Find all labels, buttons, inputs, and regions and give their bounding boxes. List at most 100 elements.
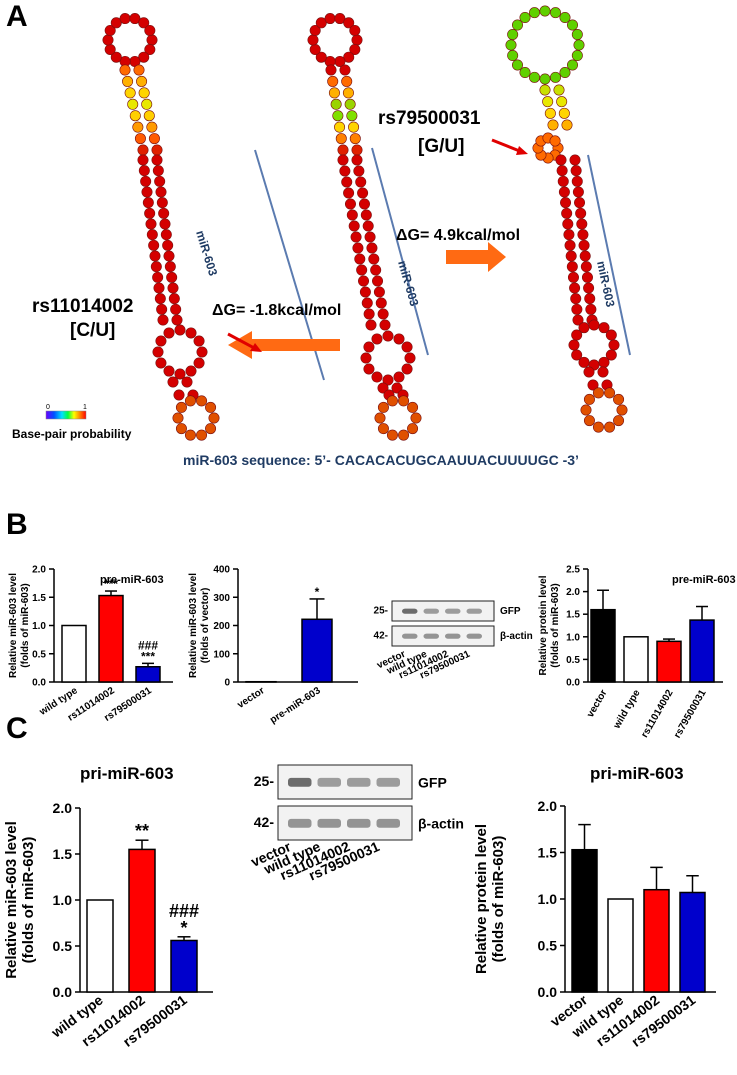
- nucleotide-bead: [570, 293, 582, 305]
- y-axis-label: (folds of miR-603): [490, 836, 507, 963]
- nucleotide-bead: [377, 401, 389, 413]
- y-tick-label: 2.0: [566, 587, 580, 598]
- nucleotide-bead: [561, 207, 573, 219]
- nucleotide-bead: [393, 371, 405, 383]
- nucleotide-bead: [153, 282, 165, 294]
- nucleotide-bead: [144, 24, 156, 36]
- nucleotide-bead: [171, 314, 183, 326]
- nucleotide-bead: [122, 75, 134, 87]
- y-tick-label: 0.0: [566, 678, 580, 689]
- significance-mark: ###: [138, 638, 158, 652]
- y-tick-label: 1.5: [53, 846, 73, 862]
- chart-title: pre-miR-603: [100, 574, 164, 586]
- nucleotide-bead: [555, 154, 567, 166]
- nucleotide-bead: [104, 24, 116, 36]
- nucleotide-bead: [344, 198, 356, 210]
- nucleotide-bead: [377, 423, 389, 435]
- y-axis-label: Relative miR-603 level: [188, 573, 199, 678]
- nucleotide-bead: [605, 349, 617, 361]
- blot-band: [288, 818, 312, 828]
- nucleotide-bead: [616, 404, 628, 416]
- nucleotide-bead: [578, 239, 590, 251]
- nucleotide-bead: [342, 87, 354, 99]
- nucleotide-bead: [349, 44, 361, 56]
- blot-band: [376, 818, 400, 828]
- significance-mark: ###: [169, 901, 199, 921]
- y-tick-label: 0.5: [32, 649, 46, 660]
- nucleotide-bead: [613, 393, 625, 405]
- nucleotide-bead: [585, 303, 597, 315]
- nucleotide-bead: [386, 395, 398, 407]
- y-tick-label: 1.0: [53, 892, 73, 908]
- bar: [170, 939, 198, 993]
- nucleotide-bead: [184, 429, 196, 441]
- mir-bracket-middle: [371, 147, 429, 356]
- nucleotide-bead: [119, 64, 131, 76]
- nucleotide-bead: [133, 64, 145, 76]
- nucleotide-bead: [565, 250, 577, 262]
- nucleotide-bead: [205, 401, 217, 413]
- nucleotide-bead: [154, 175, 166, 187]
- nucleotide-bead: [583, 415, 595, 427]
- nucleotide-bead: [576, 218, 588, 230]
- nucleotide-bead: [346, 209, 358, 221]
- bar: [689, 619, 715, 683]
- nucleotide-bead: [571, 303, 583, 315]
- chart-b3: 0.0 0.5 1.0 1.5 2.0 2.5 Relative protein level…: [538, 565, 736, 741]
- nucleotide-bead: [391, 382, 403, 394]
- nucleotide-bead: [337, 154, 349, 166]
- bar: [98, 594, 124, 683]
- nucleotide-bead: [401, 363, 413, 375]
- nucleotide-bead: [174, 368, 186, 380]
- nucleotide-bead: [138, 87, 150, 99]
- y-tick-label: 1.0: [566, 632, 580, 643]
- nucleotide-bead: [587, 379, 599, 391]
- blot-band: [402, 608, 418, 614]
- nucleotide-bead: [129, 110, 141, 122]
- nucleotide-bead: [558, 186, 570, 198]
- y-tick-label: 2.0: [53, 800, 73, 816]
- band-label: β-actin: [500, 631, 533, 642]
- nucleotide-bead: [160, 229, 172, 241]
- nucleotide-bead: [373, 286, 385, 298]
- chart-title: pri-miR-603: [590, 764, 684, 783]
- y-tick-label: 0.0: [538, 984, 558, 1000]
- nucleotide-bead: [578, 356, 590, 368]
- delta-g-left: ΔG= -1.8kcal/mol: [212, 302, 342, 319]
- mir-label-middle: miR-603: [395, 259, 421, 308]
- nucleotide-bead: [354, 253, 366, 265]
- bar: [643, 888, 670, 993]
- nucleotide-bead: [561, 119, 573, 131]
- nucleotide-bead: [598, 322, 610, 334]
- nucleotide-bead: [325, 64, 337, 76]
- nucleotide-bead: [564, 239, 576, 251]
- nucleotide-bead: [583, 393, 595, 405]
- nucleotide-bead: [102, 34, 114, 46]
- nucleotide-bead: [170, 303, 182, 315]
- nucleotide-bead: [359, 286, 371, 298]
- blot-band: [376, 777, 400, 787]
- nucleotide-bead: [175, 401, 187, 413]
- y-tick-label: 100: [213, 649, 230, 660]
- y-axis-label: (folds of miR-603): [20, 837, 37, 964]
- nucleotide-bead: [136, 75, 148, 87]
- significance-mark: ***: [104, 577, 118, 591]
- nucleotide-bead: [167, 282, 179, 294]
- nucleotide-bead: [315, 51, 327, 63]
- nucleotide-bead: [604, 387, 616, 399]
- nucleotide-bead: [398, 429, 410, 441]
- nucleotide-bead: [351, 154, 363, 166]
- blot-strip: [391, 600, 495, 622]
- nucleotide-bead: [371, 333, 383, 345]
- nucleotide-bead: [371, 371, 383, 383]
- molecular-weight-marker: 25-: [254, 773, 275, 789]
- colorbar-max: 1: [83, 404, 87, 411]
- nucleotide-bead: [544, 107, 556, 119]
- panel-letter-c: C: [6, 712, 28, 745]
- nucleotide-bead: [349, 24, 361, 36]
- bar: [135, 665, 161, 683]
- nucleotide-bead: [571, 28, 583, 40]
- nucleotide-bead: [143, 110, 155, 122]
- panel-letter-a: A: [6, 0, 28, 33]
- nucleotide-bead: [181, 376, 193, 388]
